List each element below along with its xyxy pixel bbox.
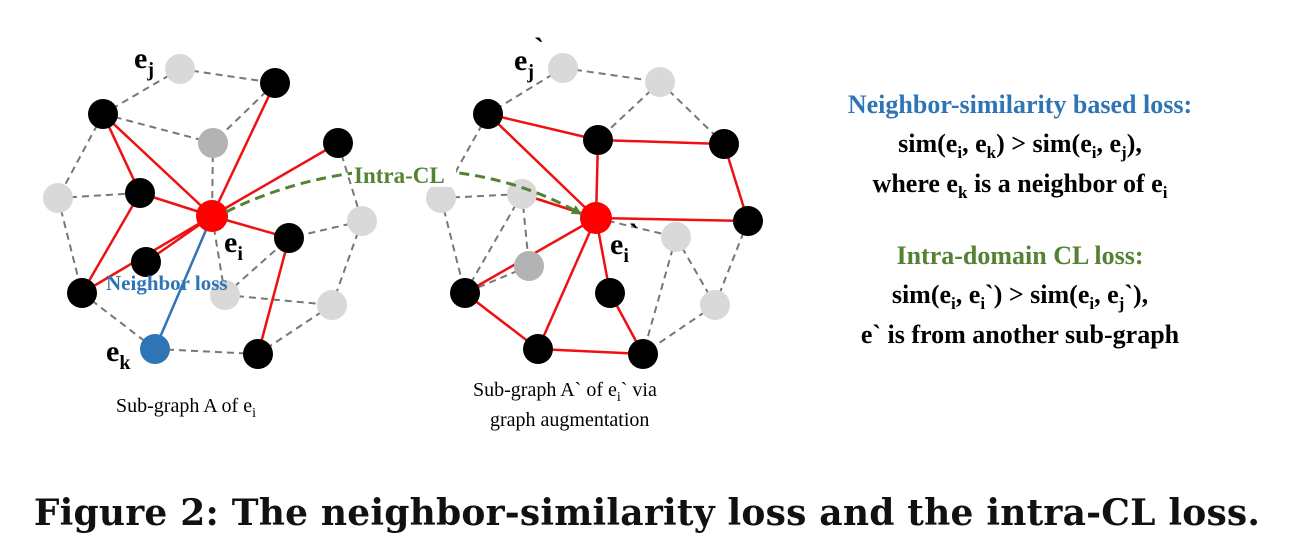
intra-cl-label: Intra-CL	[354, 163, 445, 188]
node-black	[88, 99, 118, 129]
subgraph-a: ej ei ek Neighbor loss Sub-graph A of ei	[43, 42, 377, 421]
subgraph-b-caption-line1: Sub-graph A` of ei` via	[473, 379, 657, 405]
node-black	[523, 334, 553, 364]
node-black	[473, 99, 503, 129]
node-black	[583, 125, 613, 155]
neighbor-loss-definition: Neighbor-similarity based loss: sim(ei, …	[848, 90, 1192, 202]
node-black	[125, 178, 155, 208]
node-black	[709, 129, 739, 159]
node-light	[645, 67, 675, 97]
node-black	[450, 278, 480, 308]
node-ei-prime-center	[580, 202, 612, 234]
intra-cl-loss-definition: Intra-domain CL loss: sim(ei, ei`) > sim…	[861, 241, 1180, 349]
neighbor-loss-formula: sim(ei, ek) > sim(ei, ej),	[898, 129, 1142, 162]
node-light	[43, 183, 73, 213]
subgraph-a-red-edges	[80, 82, 339, 355]
node-black	[243, 339, 273, 369]
node-black	[595, 278, 625, 308]
node-light	[661, 222, 691, 252]
node-black	[628, 339, 658, 369]
node-ei-center	[196, 200, 228, 232]
intra-cl-condition: e` is from another sub-graph	[861, 320, 1180, 349]
neighbor-loss-edge	[153, 215, 214, 350]
node-light	[700, 290, 730, 320]
label-ek: ek	[106, 335, 131, 374]
subgraph-a-caption: Sub-graph A of ei	[116, 395, 256, 421]
node-gray	[514, 251, 544, 281]
label-ei-prime: ei`	[610, 218, 639, 267]
label-ej-prime: ej`	[514, 32, 544, 83]
neighbor-loss-condition: where ek is a neighbor of ei	[873, 169, 1168, 202]
node-light	[317, 290, 347, 320]
node-ek	[140, 334, 170, 364]
node-black	[131, 247, 161, 277]
node-black	[274, 223, 304, 253]
node-black	[323, 128, 353, 158]
subgraph-b-caption-line2: graph augmentation	[490, 409, 649, 431]
node-light	[210, 280, 240, 310]
intra-cl-title: Intra-domain CL loss:	[896, 241, 1143, 270]
neighbor-loss-label: Neighbor loss	[106, 271, 228, 295]
subgraph-b: ej` ei` Sub-graph A` of ei` via graph au…	[426, 32, 763, 431]
node-black	[733, 206, 763, 236]
node-light	[426, 183, 456, 213]
node-ej-prime	[548, 53, 578, 83]
node-black	[260, 68, 290, 98]
node-black	[67, 278, 97, 308]
neighbor-loss-title: Neighbor-similarity based loss:	[848, 90, 1192, 119]
intra-cl-formula: sim(ei, ei`) > sim(ei, ej`),	[892, 280, 1148, 313]
node-ej	[165, 54, 195, 84]
intra-cl-label-bg	[352, 161, 456, 187]
figure-caption: Figure 2: The neighbor-similarity loss a…	[33, 492, 1261, 534]
node-light	[347, 206, 377, 236]
label-ei: ei	[224, 226, 243, 265]
label-ej: ej	[134, 42, 154, 81]
node-gray	[198, 128, 228, 158]
